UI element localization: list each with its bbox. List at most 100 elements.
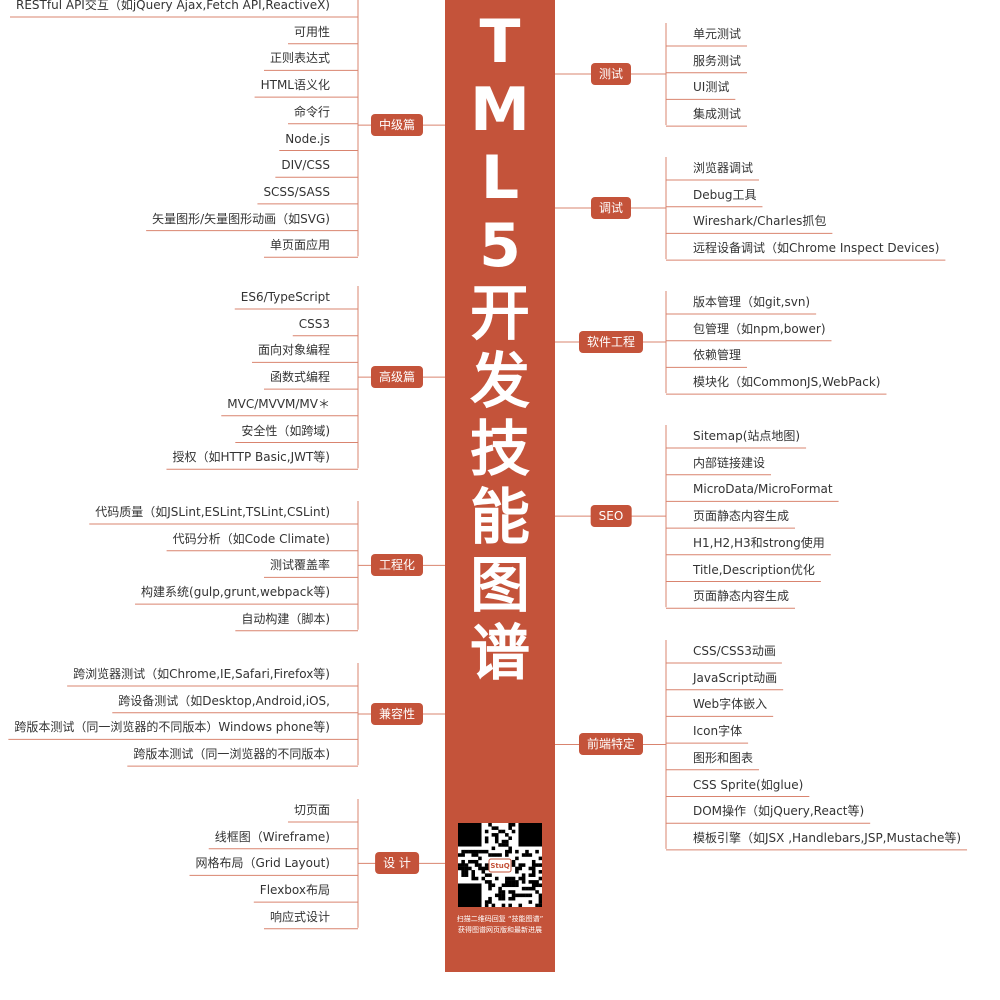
qr-module [461, 853, 465, 857]
branch-label: 高级篇 [370, 366, 424, 389]
qr-module [488, 880, 492, 884]
leaf-item: 版本管理（如git,svn) [693, 295, 811, 309]
title-char: L [480, 143, 520, 213]
qr-module [468, 849, 472, 854]
qr-module [535, 863, 539, 867]
qr-module [501, 839, 506, 844]
leaf-item: 线框图（Wireframe) [214, 829, 330, 844]
qr-module [518, 863, 523, 867]
qr-module [538, 856, 542, 861]
qr-caption-line1: 扫描二维码回复 “技能图谱” [456, 915, 544, 923]
leaf-item: 自动构建（脚本) [241, 611, 330, 626]
qr-module [538, 876, 542, 881]
qr-module [525, 853, 529, 857]
leaf-item: 图形和图表 [693, 750, 754, 765]
qr-module [491, 846, 496, 851]
qr-module [528, 900, 533, 904]
qr-module [494, 836, 499, 840]
qr-module [458, 866, 462, 871]
qr-module [535, 890, 539, 894]
qr-module [511, 863, 516, 867]
qr-module [458, 853, 462, 857]
leaf-item: 内部链接建设 [693, 455, 766, 470]
qr-module [515, 866, 519, 871]
branch-label: 前端特定 [578, 733, 644, 756]
title-char: 开 [470, 279, 530, 349]
qr-module [508, 849, 512, 854]
leaf-item: 矢量图形/矢量图形动画（如SVG) [152, 211, 330, 226]
qr-module [464, 849, 469, 854]
qr-module [505, 883, 509, 888]
title-char: M [470, 75, 530, 145]
qr-module [488, 896, 492, 901]
qr-module [531, 873, 536, 877]
qr-module [501, 883, 506, 888]
qr-module [471, 849, 475, 854]
leaf-item: DOM操作（如jQuery,React等) [693, 804, 865, 819]
qr-module [491, 833, 496, 837]
qr-module [474, 876, 479, 881]
qr-module [478, 856, 482, 861]
leaf-item: 集成测试 [693, 107, 742, 122]
title-char: 5 [479, 211, 521, 281]
qr-module [538, 903, 542, 907]
leaf-item: 代码质量（如JSLint,ESLint,TSLint,CSLint) [95, 505, 330, 519]
qr-module [501, 893, 506, 898]
qr-finder-module [458, 883, 482, 907]
page-title: T M L 5 开 发 技 能 图 谱 [445, 8, 555, 688]
title-char: 发 [470, 347, 530, 417]
leaf-item: 模块化（如CommonJS,WebPack) [693, 375, 881, 390]
qr-module [464, 870, 469, 874]
qr-module [515, 870, 519, 874]
qr-module [505, 839, 509, 844]
qr-module [501, 890, 506, 894]
qr-module [458, 863, 462, 867]
qr-module [484, 900, 489, 904]
qr-module [498, 829, 502, 834]
qr-module [468, 859, 472, 864]
qr-module [478, 866, 482, 871]
qr-module [538, 863, 542, 867]
qr-module [508, 846, 512, 851]
qr-module [531, 880, 536, 884]
qr-module [468, 866, 472, 871]
qr-module [488, 873, 492, 877]
title-char: 能 [470, 483, 530, 553]
qr-module [491, 853, 496, 857]
leaf-item: 依赖管理 [693, 348, 742, 363]
qr-module [494, 853, 499, 857]
qr-module [521, 873, 526, 877]
qr-module [538, 893, 542, 898]
qr-module [461, 859, 465, 864]
qr-module [488, 853, 492, 857]
leaf-item: H1,H2,H3和strong使用 [693, 535, 825, 550]
qr-module [464, 866, 469, 871]
qr-module [528, 880, 533, 884]
leaf-item: 安全性（如跨域) [241, 423, 330, 438]
qr-module [484, 839, 489, 844]
qr-module [538, 900, 542, 904]
qr-module [531, 859, 536, 864]
qr-module [535, 903, 539, 907]
leaf-item: 跨浏览器测试（如Chrome,IE,Safari,Firefox等) [73, 667, 330, 681]
qr-module [474, 849, 479, 854]
qr-module [511, 823, 516, 827]
qr-module [525, 886, 529, 891]
title-spine: T M L 5 开 发 技 能 图 谱 StuQ 扫描二维码回复 “技能图谱” … [445, 0, 555, 972]
qr-module [508, 880, 512, 884]
qr-module [481, 866, 486, 871]
qr-module [508, 876, 512, 881]
qr-module [531, 863, 536, 867]
qr-module [488, 886, 492, 891]
qr-module [538, 896, 542, 901]
branch-label: 测试 [590, 63, 632, 86]
leaf-item: 测试覆盖率 [269, 558, 330, 573]
qr-module [511, 829, 516, 834]
qr-module [498, 843, 502, 847]
qr-module [494, 893, 499, 898]
qr-module [521, 863, 526, 867]
leaf-item: Icon字体 [693, 724, 743, 739]
leaf-item: SCSS/SASS [263, 184, 330, 199]
leaf-item: CSS3 [298, 316, 330, 331]
